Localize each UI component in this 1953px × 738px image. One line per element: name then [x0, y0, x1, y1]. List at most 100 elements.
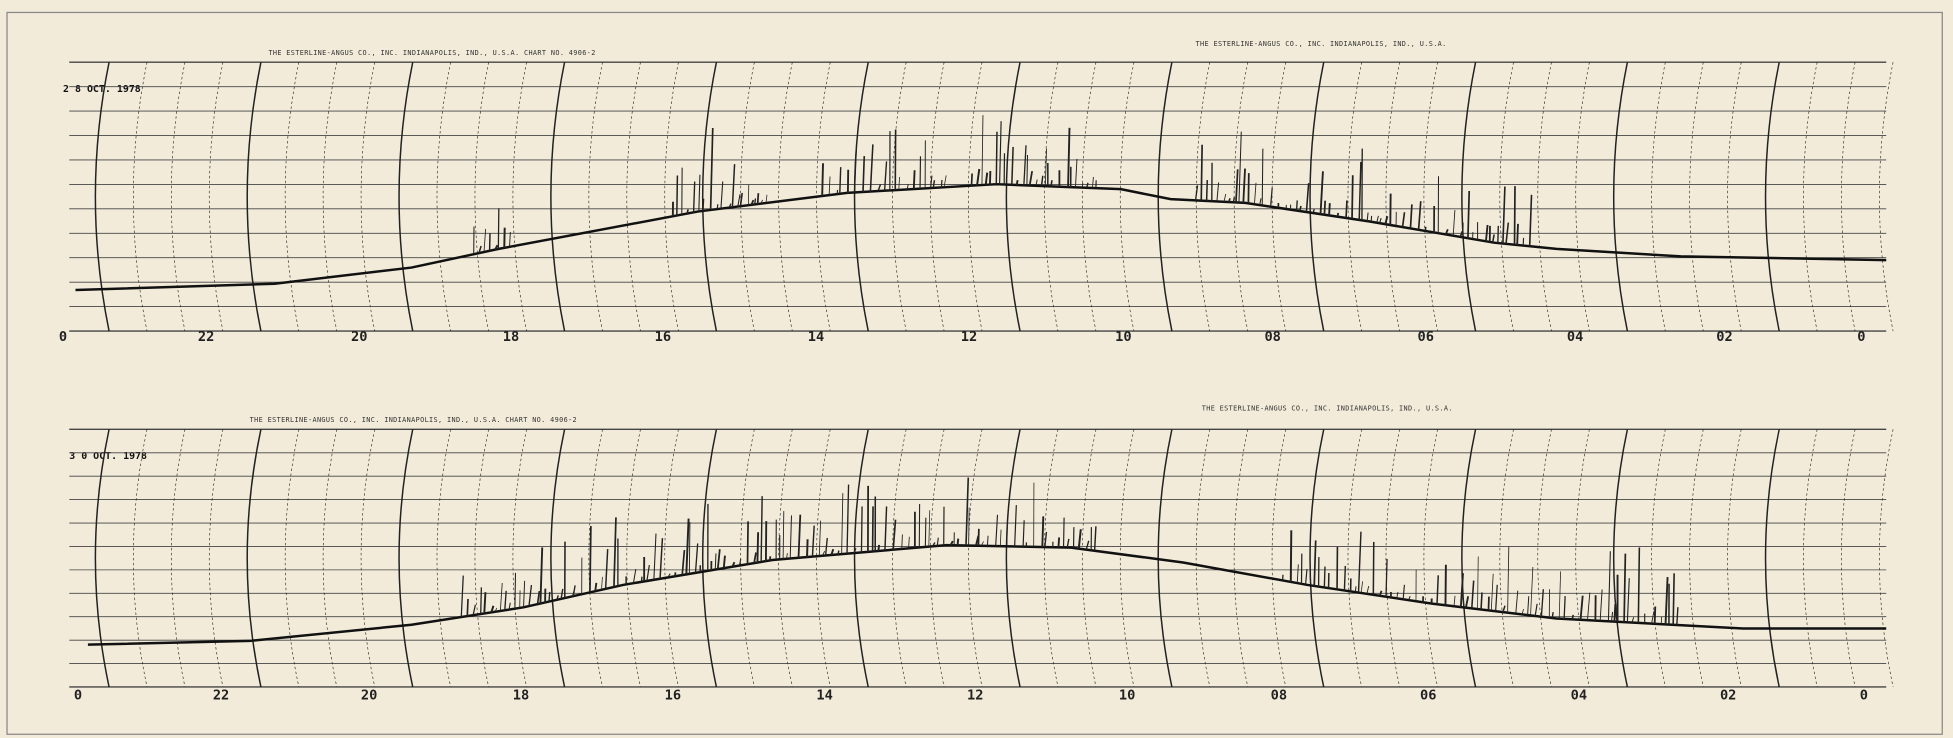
trace-spike	[1242, 168, 1246, 203]
time-arc	[1461, 62, 1477, 332]
trace-spike	[943, 175, 947, 188]
trace-spike	[1521, 608, 1524, 615]
trace-spike	[1587, 592, 1591, 621]
time-arc	[398, 429, 414, 688]
trace-spike	[760, 199, 763, 204]
trace-spike	[1505, 222, 1510, 244]
hour-label: 08	[1271, 687, 1287, 703]
hour-label: 14	[816, 687, 832, 703]
trace-spike	[528, 584, 533, 607]
trace-spike	[1232, 197, 1236, 203]
time-arc	[1005, 62, 1021, 332]
time-arc	[1044, 429, 1059, 688]
trace-spike	[860, 506, 863, 553]
trace-spike	[731, 561, 736, 568]
trace-spike	[539, 547, 544, 604]
time-arc	[398, 62, 414, 332]
hour-label: 0	[1860, 687, 1868, 703]
trace-spike	[1015, 180, 1019, 186]
trace-spike	[1305, 183, 1310, 213]
time-arc	[1841, 429, 1856, 688]
time-arc	[171, 429, 186, 688]
trace-spike	[716, 549, 721, 570]
trace-spike	[949, 540, 954, 546]
time-arc	[94, 62, 110, 332]
trace-spike	[560, 588, 564, 599]
time-arc	[208, 62, 224, 332]
trace-spike	[1261, 148, 1264, 206]
hour-label: 12	[961, 329, 977, 345]
trace-spike	[1319, 171, 1324, 215]
hour-label: 04	[1571, 687, 1587, 703]
time-arc	[436, 62, 451, 332]
trace-spike	[1050, 180, 1053, 187]
time-arc	[360, 62, 376, 332]
time-arc	[1764, 429, 1780, 688]
trace-spike	[841, 493, 844, 555]
trace-spike	[1044, 148, 1047, 187]
time-arc	[1195, 429, 1211, 688]
trace-spike	[1298, 205, 1302, 212]
trace-spike	[754, 198, 757, 205]
trace-spike	[1313, 540, 1317, 586]
trace-spike	[1631, 617, 1635, 623]
trace-spike	[956, 538, 960, 546]
trace-spike	[483, 592, 487, 614]
time-arc	[702, 62, 718, 332]
trace-spike	[1238, 131, 1242, 203]
time-arc	[740, 429, 755, 688]
trace-spike	[1676, 607, 1679, 625]
trace-spike	[490, 605, 495, 613]
time-arc	[512, 429, 527, 688]
trace-spike	[1579, 595, 1584, 620]
hour-label: 10	[1115, 329, 1131, 345]
trace-spike	[1502, 186, 1506, 244]
time-arc	[968, 62, 983, 332]
trace-spike	[1040, 175, 1044, 187]
trace-spike	[1467, 190, 1471, 239]
trace-spike	[936, 537, 939, 546]
trace-spike	[1366, 212, 1369, 222]
time-arc	[626, 62, 641, 332]
trace-spike	[1360, 581, 1363, 594]
trace-spike	[901, 534, 903, 549]
trace-spike	[692, 181, 696, 213]
trace-spike	[806, 539, 809, 558]
trace-spike	[1528, 194, 1533, 247]
trace-spike	[830, 548, 835, 556]
trace-spike	[1653, 606, 1657, 624]
time-arc	[930, 429, 945, 688]
trace-spike	[572, 585, 576, 597]
trace-spike	[981, 115, 984, 186]
hour-label: 22	[198, 329, 214, 345]
trace-spike	[995, 514, 999, 547]
trace-spike	[1075, 158, 1078, 188]
trace-spike	[688, 522, 691, 574]
trace-spike	[756, 532, 760, 563]
trace-spike	[1254, 182, 1257, 205]
trace-spike	[589, 526, 592, 593]
trace-spike	[1062, 517, 1065, 548]
time-arc	[550, 429, 566, 688]
trace-spike	[883, 161, 888, 191]
trace-spike	[765, 194, 768, 204]
time-arc	[1537, 62, 1552, 332]
trace-spike	[760, 496, 763, 562]
time-arc	[1575, 62, 1590, 332]
trace-spike	[1343, 565, 1347, 591]
trace-spike	[1378, 590, 1383, 597]
trace-spike	[1259, 198, 1262, 206]
trace-spike	[828, 176, 831, 196]
hour-label: 0	[74, 687, 82, 703]
trace-spike	[686, 209, 689, 214]
trace-spike	[1223, 193, 1227, 202]
trace-spike	[995, 131, 998, 185]
time-arc	[1651, 62, 1666, 332]
time-arc	[892, 62, 907, 332]
trace-spike	[1366, 585, 1370, 594]
trace-spike	[1323, 200, 1327, 215]
trace-spike	[548, 591, 551, 602]
trace-spike	[1228, 198, 1231, 203]
trace-spike	[613, 517, 617, 587]
trace-spike	[523, 580, 526, 608]
